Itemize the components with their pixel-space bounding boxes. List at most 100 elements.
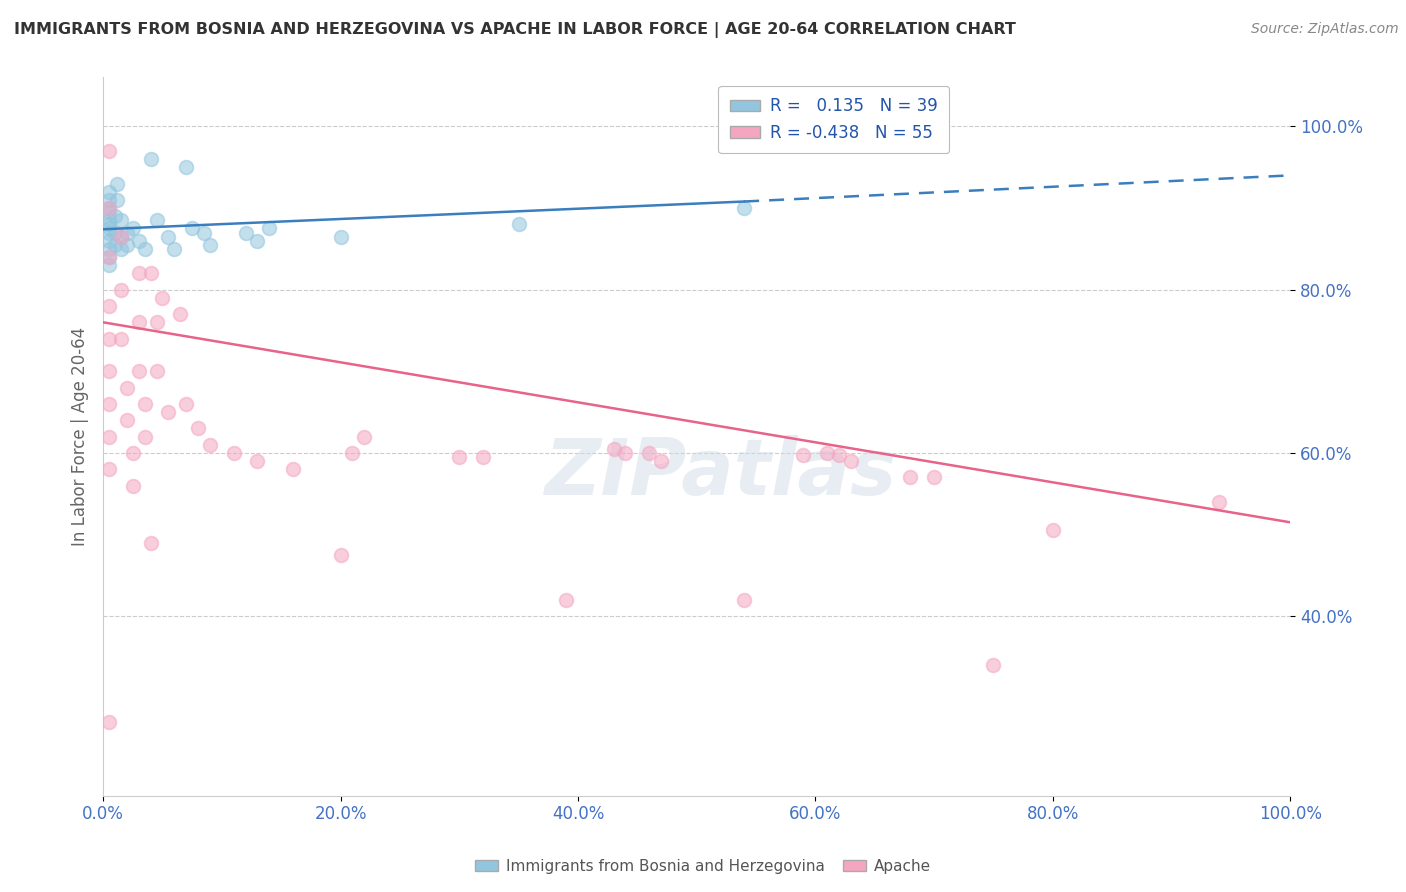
Point bbox=[98, 258, 121, 272]
Point bbox=[98, 364, 121, 378]
Point bbox=[222, 446, 245, 460]
Point bbox=[98, 205, 121, 219]
Point bbox=[98, 234, 121, 248]
Point bbox=[110, 213, 132, 227]
Point bbox=[98, 250, 121, 264]
Point bbox=[134, 397, 156, 411]
Point bbox=[98, 193, 121, 207]
Y-axis label: In Labor Force | Age 20-64: In Labor Force | Age 20-64 bbox=[72, 327, 89, 546]
Point bbox=[128, 234, 150, 248]
Point bbox=[98, 213, 121, 227]
Point bbox=[235, 226, 257, 240]
Legend: Immigrants from Bosnia and Herzegovina, Apache: Immigrants from Bosnia and Herzegovina, … bbox=[470, 853, 936, 880]
Point bbox=[472, 450, 495, 464]
Point bbox=[128, 364, 150, 378]
Point bbox=[145, 315, 167, 329]
Point bbox=[638, 446, 661, 460]
Point bbox=[145, 364, 167, 378]
Point bbox=[98, 144, 121, 158]
Point bbox=[115, 226, 138, 240]
Text: IMMIGRANTS FROM BOSNIA AND HERZEGOVINA VS APACHE IN LABOR FORCE | AGE 20-64 CORR: IMMIGRANTS FROM BOSNIA AND HERZEGOVINA V… bbox=[14, 22, 1017, 38]
Point bbox=[98, 185, 121, 199]
Point bbox=[98, 250, 121, 264]
Point bbox=[139, 152, 162, 166]
Point bbox=[614, 446, 637, 460]
Point bbox=[110, 332, 132, 346]
Point bbox=[115, 413, 138, 427]
Point bbox=[922, 470, 945, 484]
Legend: R =   0.135   N = 39, R = -0.438   N = 55: R = 0.135 N = 39, R = -0.438 N = 55 bbox=[718, 86, 949, 153]
Point bbox=[246, 234, 269, 248]
Point bbox=[342, 446, 364, 460]
Point bbox=[98, 201, 121, 215]
Point bbox=[174, 160, 197, 174]
Point bbox=[145, 213, 167, 227]
Point bbox=[104, 237, 127, 252]
Point bbox=[198, 237, 221, 252]
Point bbox=[259, 221, 281, 235]
Point bbox=[98, 429, 121, 443]
Point bbox=[128, 315, 150, 329]
Point bbox=[157, 229, 180, 244]
Point bbox=[105, 193, 128, 207]
Point bbox=[1208, 495, 1230, 509]
Point bbox=[828, 448, 851, 462]
Point bbox=[157, 405, 180, 419]
Point bbox=[104, 226, 127, 240]
Point bbox=[115, 381, 138, 395]
Point bbox=[121, 221, 143, 235]
Point bbox=[508, 218, 530, 232]
Point bbox=[193, 226, 215, 240]
Point bbox=[98, 218, 121, 232]
Point bbox=[128, 266, 150, 280]
Point bbox=[839, 454, 862, 468]
Point bbox=[110, 242, 132, 256]
Point bbox=[104, 209, 127, 223]
Point bbox=[98, 332, 121, 346]
Point bbox=[983, 658, 1005, 673]
Point bbox=[353, 429, 375, 443]
Point bbox=[898, 470, 921, 484]
Point bbox=[105, 177, 128, 191]
Point bbox=[733, 592, 755, 607]
Point bbox=[602, 442, 624, 456]
Point bbox=[110, 283, 132, 297]
Point bbox=[98, 462, 121, 476]
Point bbox=[329, 229, 352, 244]
Text: Source: ZipAtlas.com: Source: ZipAtlas.com bbox=[1251, 22, 1399, 37]
Point bbox=[115, 237, 138, 252]
Point bbox=[733, 201, 755, 215]
Point bbox=[98, 226, 121, 240]
Point bbox=[555, 592, 578, 607]
Point bbox=[169, 307, 191, 321]
Point bbox=[121, 446, 143, 460]
Point bbox=[110, 229, 132, 244]
Point bbox=[98, 397, 121, 411]
Text: ZIPatlas: ZIPatlas bbox=[544, 434, 897, 510]
Point bbox=[110, 229, 132, 244]
Point bbox=[139, 266, 162, 280]
Point bbox=[650, 454, 672, 468]
Point bbox=[792, 448, 814, 462]
Point bbox=[152, 291, 174, 305]
Point bbox=[1042, 524, 1064, 538]
Point bbox=[98, 715, 121, 730]
Point bbox=[121, 478, 143, 492]
Point bbox=[134, 429, 156, 443]
Point bbox=[134, 242, 156, 256]
Point bbox=[98, 242, 121, 256]
Point bbox=[329, 548, 352, 562]
Point bbox=[174, 397, 197, 411]
Point bbox=[98, 299, 121, 313]
Point bbox=[98, 201, 121, 215]
Point bbox=[281, 462, 304, 476]
Point bbox=[815, 446, 838, 460]
Point bbox=[449, 450, 471, 464]
Point bbox=[139, 535, 162, 549]
Point bbox=[198, 438, 221, 452]
Point bbox=[246, 454, 269, 468]
Point bbox=[163, 242, 186, 256]
Point bbox=[187, 421, 209, 435]
Point bbox=[181, 221, 204, 235]
Point bbox=[98, 221, 121, 235]
